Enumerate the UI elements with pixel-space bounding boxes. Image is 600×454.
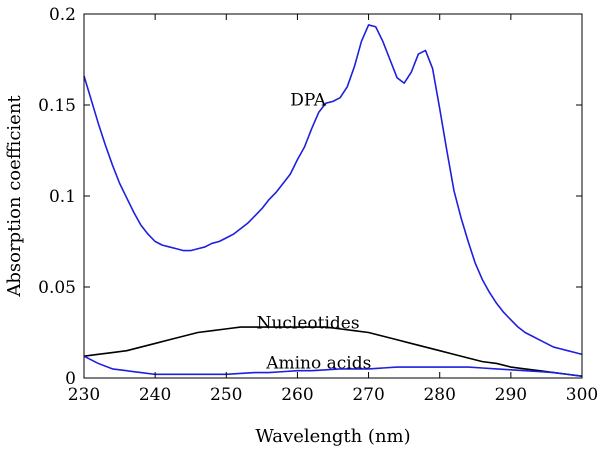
x-tick-label: 240 <box>139 385 171 405</box>
y-tick-label: 0.1 <box>49 187 76 207</box>
x-tick-label: 230 <box>68 385 100 405</box>
series-layer <box>83 24 583 377</box>
x-tick-label: 250 <box>210 385 242 405</box>
annotation-nucleotides: Nucleotides <box>257 313 360 333</box>
annotation-amino-acids: Amino acids <box>265 354 371 374</box>
y-tick-label: 0.2 <box>49 5 76 25</box>
x-tick-label: 300 <box>566 385 598 405</box>
x-tick-label: 260 <box>281 385 313 405</box>
ticks-layer: 230 240 250 260 270 280 290 300 0 0.05 0.1 0.15 0.2 <box>38 5 598 405</box>
x-axis-title: Wavelength (nm) <box>255 426 410 447</box>
annotation-dpa: DPA <box>290 91 327 111</box>
series-line-nucleotides <box>83 326 583 377</box>
x-tick-label: 280 <box>423 385 455 405</box>
series-line-dpa <box>83 24 583 356</box>
y-tick-label: 0.15 <box>38 96 76 116</box>
y-axis-title: Absorption coefficient <box>4 95 25 298</box>
annotation-layer: DPA Nucleotides Amino acids <box>257 91 372 374</box>
y-tick-label: 0 <box>65 369 76 389</box>
series-line-amino-acids <box>83 355 583 377</box>
y-tick-label: 0.05 <box>38 278 76 298</box>
x-tick-label: 270 <box>352 385 384 405</box>
x-tick-label: 290 <box>495 385 527 405</box>
